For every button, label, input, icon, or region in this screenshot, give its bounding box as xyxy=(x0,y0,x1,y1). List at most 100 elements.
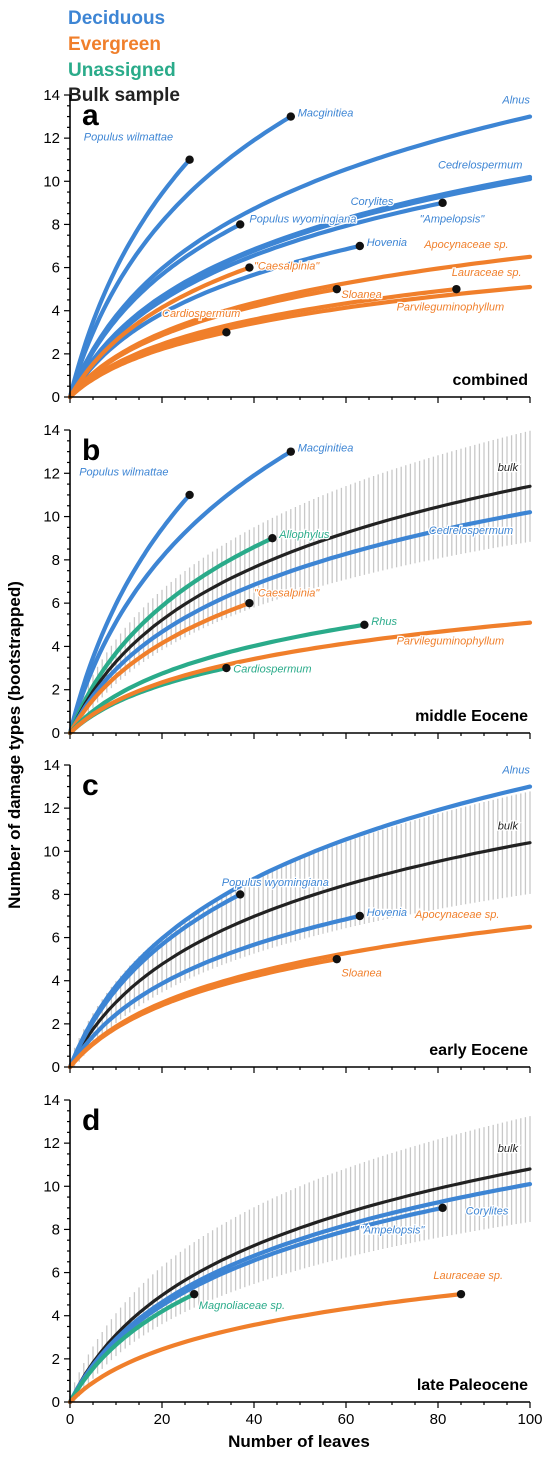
series-label: Populus wyomingiana xyxy=(222,877,329,889)
end-point-marker xyxy=(185,490,194,500)
series-line xyxy=(67,284,533,400)
legend-unassigned: Unassigned xyxy=(68,60,176,81)
panels: Populus wilmattae Macginitiea Alnus Populus… xyxy=(43,87,542,1428)
series-line xyxy=(67,222,243,400)
end-point-marker xyxy=(236,890,245,899)
y-tick-label: 14 xyxy=(43,422,60,439)
y-tick-label: 14 xyxy=(43,87,60,104)
series-line xyxy=(68,484,532,735)
series-line xyxy=(67,492,192,736)
panel-d: bulk Corylites "Ampelopsis" Magnoliaceae sp… xyxy=(43,1092,542,1428)
series-label: Populus wilmattae xyxy=(84,131,173,143)
y-tick-label: 4 xyxy=(52,303,60,320)
panel-b: Populus wilmattae Macginitiea Allophylus bu… xyxy=(43,422,533,742)
y-tick-label: 14 xyxy=(43,1092,60,1109)
series-line xyxy=(67,265,252,400)
x-axis-title: Number of leaves xyxy=(228,1432,370,1451)
series-line xyxy=(67,1182,533,1405)
y-tick-label: 10 xyxy=(43,509,60,526)
series-label: Apocynaceae sp. xyxy=(423,239,508,251)
y-tick-label: 8 xyxy=(52,216,60,233)
y-tick-label: 12 xyxy=(43,130,60,147)
end-point-marker xyxy=(190,1289,199,1299)
panel-label: middle Eocene xyxy=(415,708,528,725)
y-tick-label: 8 xyxy=(52,552,60,569)
series-line xyxy=(67,157,192,400)
series-label: Sloanea xyxy=(341,967,381,979)
end-point-marker xyxy=(456,1289,466,1299)
end-point-marker xyxy=(438,198,447,208)
y-tick-label: 2 xyxy=(52,1351,60,1368)
y-tick-label: 0 xyxy=(52,725,60,742)
end-point-marker xyxy=(332,954,341,964)
series-label: Parvileguminophyllum xyxy=(397,302,505,314)
panel-letter: d xyxy=(82,1104,100,1137)
series-line xyxy=(67,1205,445,1405)
series-label: bulk xyxy=(498,821,519,833)
legend-deciduous: Deciduous xyxy=(68,8,165,29)
end-point-marker xyxy=(355,241,364,251)
series-label: Allophylus xyxy=(278,529,330,541)
legend-evergreen: Evergreen xyxy=(68,34,161,55)
series-label: Cedrelospermum xyxy=(438,159,522,171)
y-tick-label: 6 xyxy=(52,260,60,277)
end-point-marker xyxy=(222,663,231,673)
series-line xyxy=(67,622,367,736)
y-tick-label: 4 xyxy=(52,638,60,655)
series-label: Parvileguminophyllum xyxy=(397,635,505,647)
series-line xyxy=(67,892,243,1070)
series-line xyxy=(67,510,533,736)
series-label: Cardiospermum xyxy=(233,663,311,675)
end-point-marker xyxy=(268,534,277,543)
y-tick-label: 2 xyxy=(52,1016,60,1033)
x-tick-label: 40 xyxy=(246,1411,263,1428)
y-tick-label: 0 xyxy=(52,389,60,406)
series-label: "Caesalpinia" xyxy=(254,588,320,600)
legend-bulk-sample: Bulk sample xyxy=(68,85,180,106)
series-label: "Ampelopsis" xyxy=(420,213,486,225)
series-line xyxy=(68,841,532,1069)
series-line xyxy=(67,114,293,400)
end-point-marker xyxy=(236,220,245,229)
series-label: Cedrelospermum xyxy=(429,525,513,537)
series-label: "Ampelopsis" xyxy=(360,1225,426,1237)
series-line xyxy=(67,243,362,400)
series-line xyxy=(67,287,339,400)
series-label: Corylites xyxy=(351,196,394,208)
end-point-marker xyxy=(438,1203,447,1213)
series-label: Rhus xyxy=(371,616,397,628)
series-line xyxy=(67,620,533,736)
x-tick-label: 60 xyxy=(338,1411,355,1428)
series-label: Apocynaceae sp. xyxy=(414,909,499,921)
panel-label: late Paleocene xyxy=(417,1377,528,1394)
y-tick-label: 8 xyxy=(52,886,60,903)
series-label: Hovenia xyxy=(367,907,407,919)
y-tick-label: 14 xyxy=(43,757,60,774)
series-label: "Caesalpinia" xyxy=(254,261,320,273)
series-label: Lauraceae sp. xyxy=(452,267,522,279)
panel-letter: c xyxy=(82,769,99,802)
panel-label: early Eocene xyxy=(429,1042,528,1059)
y-tick-label: 4 xyxy=(52,1308,60,1325)
series-label: bulk xyxy=(498,462,519,474)
series-line xyxy=(67,913,362,1070)
y-axis-title: Number of damage types (bootstrapped) xyxy=(5,581,24,909)
y-tick-label: 6 xyxy=(52,1265,60,1282)
legend: Deciduous Evergreen Unassigned Bulk samp… xyxy=(68,8,180,106)
end-point-marker xyxy=(452,284,461,294)
series-label: Populus wyomingiana xyxy=(249,213,356,225)
panel-c: Alnus bulk Populus wyomingiana Hovenia Apocy… xyxy=(43,757,533,1076)
series-line xyxy=(67,536,275,736)
series-label: Lauraceae sp. xyxy=(433,1270,503,1282)
series-line xyxy=(68,1167,532,1404)
end-point-marker xyxy=(286,112,295,121)
y-tick-label: 10 xyxy=(43,1178,60,1195)
series-label: Magnoliaceae sp. xyxy=(199,1300,285,1312)
confidence-band xyxy=(73,1116,531,1402)
end-point-marker xyxy=(185,155,194,164)
series-line xyxy=(67,784,533,1070)
panel-letter: a xyxy=(82,99,99,132)
x-tick-label: 0 xyxy=(66,1411,74,1428)
series-line xyxy=(67,177,533,400)
